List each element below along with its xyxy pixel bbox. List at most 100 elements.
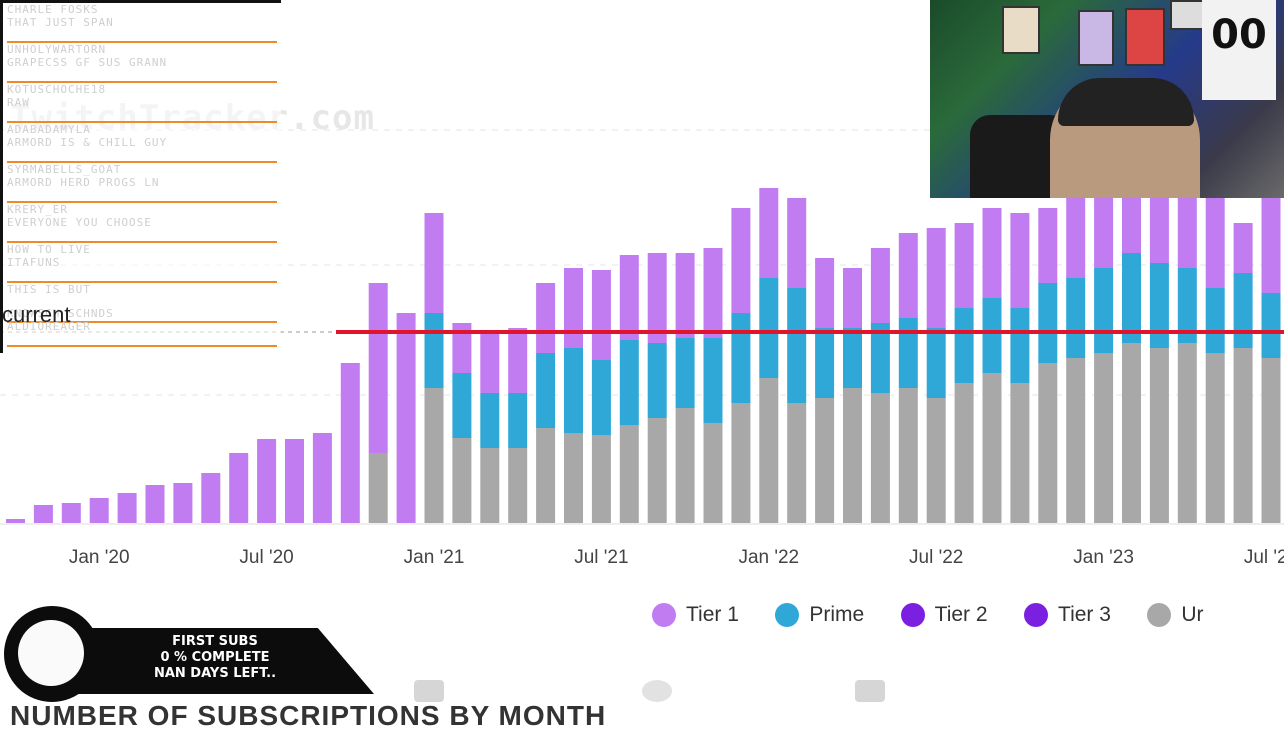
bar-segment[interactable] bbox=[1038, 283, 1058, 363]
bar-segment[interactable] bbox=[424, 388, 444, 523]
bar-segment[interactable] bbox=[508, 448, 528, 523]
bar-segment[interactable] bbox=[675, 408, 695, 523]
bar-segment[interactable] bbox=[285, 439, 304, 523]
bar-segment[interactable] bbox=[647, 343, 667, 418]
bar-segment[interactable] bbox=[815, 398, 835, 523]
bar-segment[interactable] bbox=[619, 255, 639, 340]
bar-segment[interactable] bbox=[1094, 353, 1114, 523]
bar-segment[interactable] bbox=[870, 393, 890, 523]
bar-segment[interactable] bbox=[1233, 273, 1253, 348]
bar-segment[interactable] bbox=[396, 313, 416, 523]
bar-segment[interactable] bbox=[1261, 293, 1281, 358]
bar-segment[interactable] bbox=[731, 208, 751, 313]
bar-segment[interactable] bbox=[703, 248, 723, 338]
bar-segment[interactable] bbox=[926, 398, 946, 523]
bar-segment[interactable] bbox=[201, 473, 221, 523]
bar-segment[interactable] bbox=[1205, 288, 1225, 353]
bar-segment[interactable] bbox=[536, 428, 556, 523]
bar-segment[interactable] bbox=[759, 278, 779, 378]
bar-segment[interactable] bbox=[647, 253, 667, 343]
bar-segment[interactable] bbox=[1261, 358, 1281, 523]
bar-segment[interactable] bbox=[1261, 198, 1281, 293]
bar-segment[interactable] bbox=[1066, 278, 1086, 358]
bar-segment[interactable] bbox=[898, 388, 918, 523]
bar-segment[interactable] bbox=[1010, 213, 1030, 308]
bar-segment[interactable] bbox=[954, 383, 974, 523]
bar-segment[interactable] bbox=[815, 328, 835, 398]
bar-segment[interactable] bbox=[229, 453, 249, 523]
bar-segment[interactable] bbox=[508, 393, 528, 448]
bar-segment[interactable] bbox=[1094, 268, 1114, 353]
bar-segment[interactable] bbox=[982, 208, 1002, 298]
bar-segment[interactable] bbox=[33, 505, 53, 523]
bar-segment[interactable] bbox=[954, 308, 974, 383]
bar-segment[interactable] bbox=[508, 328, 528, 393]
bar-segment[interactable] bbox=[89, 498, 109, 523]
bar-segment[interactable] bbox=[480, 393, 500, 448]
bar-segment[interactable] bbox=[452, 438, 472, 523]
bar-segment[interactable] bbox=[591, 435, 611, 523]
bar-segment[interactable] bbox=[145, 485, 165, 523]
bar-segment[interactable] bbox=[703, 338, 723, 423]
bar-segment[interactable] bbox=[787, 288, 807, 403]
bar-segment[interactable] bbox=[982, 373, 1002, 523]
bar-segment[interactable] bbox=[926, 328, 946, 398]
bar-segment[interactable] bbox=[340, 363, 360, 523]
bar-segment[interactable] bbox=[1205, 353, 1225, 523]
bar-segment[interactable] bbox=[870, 323, 890, 393]
bar-segment[interactable] bbox=[926, 228, 946, 328]
bar-segment[interactable] bbox=[815, 258, 835, 328]
bar-segment[interactable] bbox=[452, 373, 472, 438]
bar-segment[interactable] bbox=[759, 188, 779, 278]
bar-segment[interactable] bbox=[787, 403, 807, 523]
bar-segment[interactable] bbox=[312, 433, 332, 523]
bar-segment[interactable] bbox=[564, 348, 583, 433]
bar-segment[interactable] bbox=[1010, 308, 1030, 383]
bar-segment[interactable] bbox=[1177, 343, 1197, 523]
bar-segment[interactable] bbox=[452, 323, 472, 373]
bar-segment[interactable] bbox=[675, 253, 695, 338]
legend-item-ur[interactable]: Ur bbox=[1147, 603, 1204, 628]
bar-segment[interactable] bbox=[424, 313, 444, 388]
bar-segment[interactable] bbox=[1066, 358, 1086, 523]
bar-segment[interactable] bbox=[1122, 343, 1141, 523]
bar-segment[interactable] bbox=[1122, 253, 1141, 343]
bar-segment[interactable] bbox=[173, 483, 193, 523]
bar-segment[interactable] bbox=[731, 403, 751, 523]
bar-segment[interactable] bbox=[898, 233, 918, 318]
bar-segment[interactable] bbox=[1038, 208, 1058, 283]
bar-segment[interactable] bbox=[591, 270, 611, 360]
bar-segment[interactable] bbox=[61, 503, 81, 523]
bar-segment[interactable] bbox=[731, 313, 751, 403]
bar-segment[interactable] bbox=[424, 213, 444, 313]
bar-segment[interactable] bbox=[1010, 383, 1030, 523]
bar-segment[interactable] bbox=[619, 425, 639, 523]
bar-segment[interactable] bbox=[954, 223, 974, 308]
bar-segment[interactable] bbox=[536, 283, 556, 353]
bar-segment[interactable] bbox=[675, 338, 695, 408]
bar-segment[interactable] bbox=[843, 388, 862, 523]
bar-segment[interactable] bbox=[843, 268, 862, 328]
bar-segment[interactable] bbox=[619, 340, 639, 425]
bar-segment[interactable] bbox=[480, 333, 500, 393]
bar-segment[interactable] bbox=[982, 298, 1002, 373]
bar-segment[interactable] bbox=[591, 360, 611, 435]
legend-item-tier2[interactable]: Tier 2 bbox=[900, 603, 988, 628]
bar-segment[interactable] bbox=[1233, 348, 1253, 523]
bar-segment[interactable] bbox=[257, 439, 277, 523]
bar-segment[interactable] bbox=[1038, 363, 1058, 523]
bar-segment[interactable] bbox=[1205, 178, 1225, 288]
bar-segment[interactable] bbox=[480, 448, 500, 523]
bar-segment[interactable] bbox=[870, 248, 890, 323]
bar-segment[interactable] bbox=[1177, 268, 1197, 343]
bar-segment[interactable] bbox=[368, 283, 388, 453]
bar-segment[interactable] bbox=[898, 318, 918, 388]
bar-segment[interactable] bbox=[117, 493, 137, 523]
bar-segment[interactable] bbox=[1149, 263, 1169, 348]
bar-segment[interactable] bbox=[787, 198, 807, 288]
bar-segment[interactable] bbox=[703, 423, 723, 523]
bar-segment[interactable] bbox=[759, 378, 779, 523]
bar-segment[interactable] bbox=[6, 519, 25, 523]
bar-segment[interactable] bbox=[1066, 188, 1086, 278]
bar-segment[interactable] bbox=[536, 353, 556, 428]
